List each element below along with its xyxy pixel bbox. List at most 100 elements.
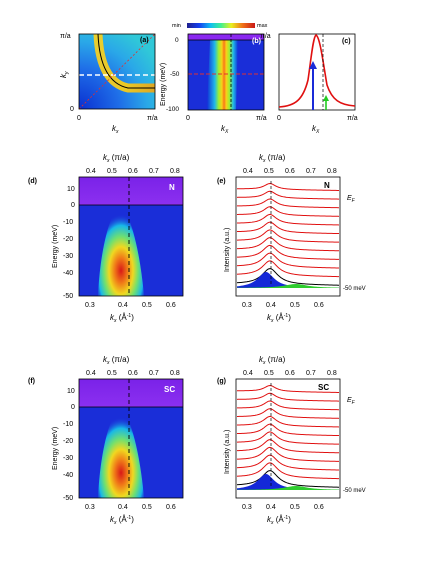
panel-g-mdc-curve xyxy=(236,470,340,488)
panel-f-ytick-6: -50 xyxy=(63,495,73,502)
panel-d-ytick-5: -40 xyxy=(63,270,73,277)
panel-b-above-ef xyxy=(188,34,264,40)
panel-e-top-axis-label: kx (π/a) xyxy=(259,153,286,164)
panel-e: kx (π/a) 0.4 0.5 0.6 0.7 0.8 (e) N EF -5… xyxy=(217,153,366,324)
panel-c-frame xyxy=(278,33,356,111)
panel-e-main-peak-fill xyxy=(237,272,339,288)
panel-e-mdc-curve xyxy=(236,237,340,252)
panel-e-top-tick-0: 0.4 xyxy=(243,168,253,175)
panel-e-mdc-curve xyxy=(236,198,340,209)
panel-b-band xyxy=(207,40,238,110)
panel-a-xlabel: kx xyxy=(112,124,119,135)
panel-b-ytick-2: -100 xyxy=(166,106,179,113)
panel-b-colorbar-max: max xyxy=(257,23,268,29)
panel-e-mdc-curve xyxy=(236,206,340,217)
panel-a-ylabel: ky xyxy=(59,71,70,78)
panel-g-xlabel: kx (Å-1) xyxy=(267,515,291,526)
panel-d-label: N xyxy=(169,183,175,192)
panel-d-tag: (d) xyxy=(28,178,37,185)
panel-c-mdc-curve xyxy=(278,34,356,108)
panel-d: kx (π/a) 0.4 0.5 0.6 0.7 0.8 (d) N 10 0 … xyxy=(28,153,184,324)
panel-e-top-tick-2: 0.6 xyxy=(285,168,295,175)
panel-d-ytick-0: 10 xyxy=(67,186,75,193)
panel-e-mdc-curve xyxy=(236,190,340,200)
panel-d-xlabel: kx (Å-1) xyxy=(110,313,134,324)
panel-f-ytick-0: 10 xyxy=(67,388,75,395)
panel-d-ytick-6: -50 xyxy=(63,293,73,300)
panel-g-xtick-3: 0.6 xyxy=(314,504,324,511)
panel-e-ylabel: Intensity (a.u.) xyxy=(224,228,231,272)
panel-b-xlabel: kX xyxy=(221,124,229,135)
panel-g-top-axis-label: kx (π/a) xyxy=(259,355,286,366)
panel-f-top-tick-3: 0.7 xyxy=(149,370,159,377)
panel-e-xtick-3: 0.6 xyxy=(314,302,324,309)
panel-f-xtick-0: 0.3 xyxy=(85,504,95,511)
panel-d-xtick-0: 0.3 xyxy=(85,302,95,309)
panel-f-xtick-2: 0.5 xyxy=(142,504,152,511)
panel-b-tag: (b) xyxy=(252,38,261,45)
panel-b-colorbar-min: min xyxy=(172,23,181,29)
panel-f-ytick-3: -20 xyxy=(63,438,73,445)
panel-g-top-tick-0: 0.4 xyxy=(243,370,253,377)
panel-d-xtick-2: 0.5 xyxy=(142,302,152,309)
panel-f-xtick-3: 0.6 xyxy=(166,504,176,511)
panel-b-xright: π/a xyxy=(256,115,267,122)
panel-e-mdc-curve xyxy=(236,229,340,243)
panel-g-mdc-curve xyxy=(237,384,340,393)
panel-a-yzero: 0 xyxy=(70,106,74,113)
panel-g-ylabel: Intensity (a.u.) xyxy=(224,430,231,474)
panel-b: min max (b) 0 -50 -100 Energy (meV) 0 π/… xyxy=(160,23,268,135)
panel-f-top-tick-2: 0.6 xyxy=(128,370,138,377)
panel-g-top-tick-2: 0.6 xyxy=(285,370,295,377)
panel-d-ytick-3: -20 xyxy=(63,236,73,243)
panel-c-xlabel: kX xyxy=(312,124,320,135)
panel-g-mdc-curve xyxy=(236,431,340,445)
panel-f-ytick-4: -30 xyxy=(63,455,73,462)
panel-b-colorbar xyxy=(187,23,255,28)
panel-d-ylabel: Energy (meV) xyxy=(52,225,59,268)
panel-d-dispersion xyxy=(98,205,144,296)
panel-f: kx (π/a) 0.4 0.5 0.6 0.7 0.8 (f) SC 10 0… xyxy=(28,355,184,526)
panel-g-mdc-curve xyxy=(236,392,340,402)
panel-c: (c) π/a 0 π/a kX xyxy=(260,33,358,135)
panel-d-xtick-1: 0.4 xyxy=(118,302,128,309)
panel-e-top-tick-4: 0.8 xyxy=(327,168,337,175)
panel-g-mdc-curve xyxy=(236,462,340,480)
panel-g-bottom-label: -50 meV xyxy=(343,488,366,494)
panel-d-ytick-4: -30 xyxy=(63,253,73,260)
panel-d-above-ef xyxy=(79,177,183,205)
panel-d-top-tick-2: 0.6 xyxy=(128,168,138,175)
panel-e-xtick-1: 0.4 xyxy=(266,302,276,309)
panel-e-mdc-curve xyxy=(236,213,340,226)
panel-e-mdc-curve xyxy=(237,182,340,191)
panel-e-tag: (e) xyxy=(217,178,226,185)
panel-f-ylabel: Energy (meV) xyxy=(52,427,59,470)
panel-c-tag: (c) xyxy=(342,38,351,45)
panel-g-mdc-curve xyxy=(236,446,340,462)
panel-b-ytick-0: 0 xyxy=(175,37,179,44)
panel-e-xtick-2: 0.5 xyxy=(290,302,300,309)
panel-g-top-tick-4: 0.8 xyxy=(327,370,337,377)
panel-g-mdc-stack xyxy=(236,384,340,490)
panel-e-label: N xyxy=(324,181,330,190)
panel-g: kx (π/a) 0.4 0.5 0.6 0.7 0.8 (g) SC EF -… xyxy=(217,355,366,526)
panel-g-xtick-0: 0.3 xyxy=(242,504,252,511)
panel-g-frame xyxy=(235,378,341,499)
panel-g-main-peak-fill xyxy=(237,474,339,490)
panel-g-top-tick-1: 0.5 xyxy=(264,370,274,377)
panel-d-top-tick-1: 0.5 xyxy=(107,168,117,175)
panel-b-ylabel: Energy (meV) xyxy=(160,63,167,106)
panel-e-bottom-label: -50 meV xyxy=(343,286,366,292)
panel-c-ytop: π/a xyxy=(260,33,271,40)
panel-e-ef: EF xyxy=(347,195,356,204)
panel-d-top-tick-0: 0.4 xyxy=(86,168,96,175)
panel-c-xright: π/a xyxy=(347,115,358,122)
panel-g-xtick-2: 0.5 xyxy=(290,504,300,511)
panel-a-xzero: 0 xyxy=(77,115,81,122)
panel-e-top-tick-1: 0.5 xyxy=(264,168,274,175)
panel-e-mdc-curve xyxy=(236,244,340,260)
panel-a-xright: π/a xyxy=(147,115,158,122)
panel-e-top-tick-3: 0.7 xyxy=(306,168,316,175)
panel-g-tag: (g) xyxy=(217,378,226,385)
